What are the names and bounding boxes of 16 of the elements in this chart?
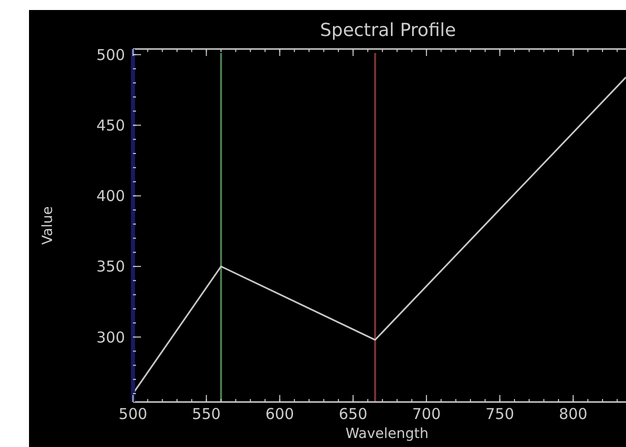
y-tick-label: 450: [96, 116, 125, 134]
x-tick-label: 600: [265, 405, 294, 423]
x-tick-label: 750: [485, 405, 514, 423]
x-tick-label: 700: [412, 405, 441, 423]
x-tick-label: 650: [338, 405, 368, 423]
x-tick-label: 500: [118, 405, 148, 423]
x-axis-title: Wavelength: [345, 426, 429, 442]
y-tick-label: 400: [96, 187, 125, 206]
x-tick-label: 800: [558, 405, 588, 423]
y-tick-label: 350: [96, 258, 125, 276]
y-tick-label: 500: [96, 46, 125, 64]
y-tick-label: 300: [96, 328, 125, 346]
line-series: [133, 76, 626, 394]
x-tick-label: 550: [192, 405, 221, 423]
chart-title: Spectral Profile: [320, 20, 456, 41]
y-axis-title: Value: [40, 206, 56, 245]
